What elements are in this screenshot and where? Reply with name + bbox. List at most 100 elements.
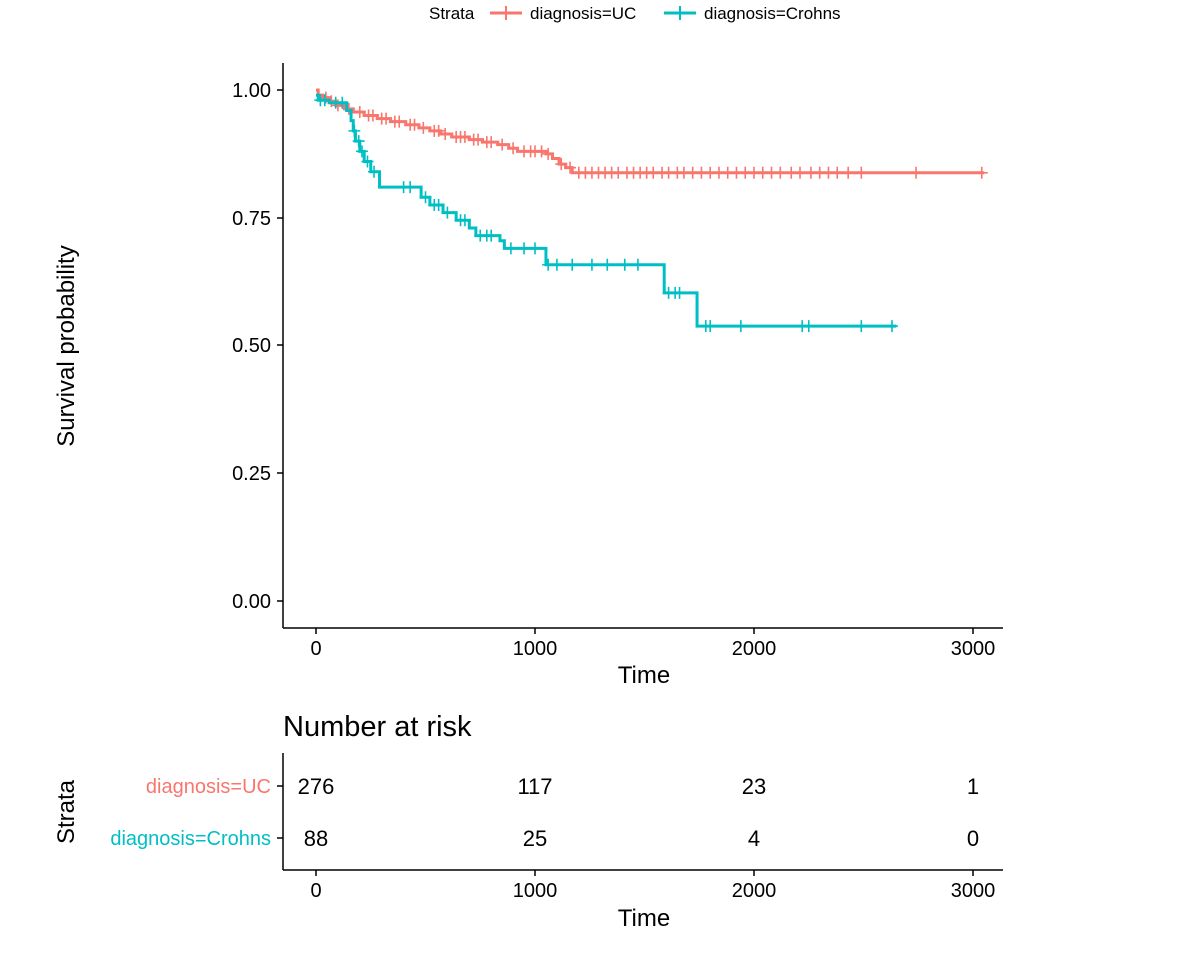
risk-counts-uc: 276 117 23 1 [298, 774, 979, 799]
censor-mark-crohns [504, 242, 517, 255]
risk-row-label-uc: diagnosis=UC [146, 776, 271, 798]
risk-x-tick-label: 1000 [513, 880, 558, 902]
risk-x-axis-title: Time [618, 905, 670, 932]
risk-count: 23 [742, 774, 766, 799]
risk-strata-title: Strata [53, 779, 80, 844]
censor-mark-uc [380, 112, 393, 125]
risk-x-tick-label: 3000 [951, 880, 996, 902]
x-tick-label: 3000 [951, 638, 996, 660]
y-axis-title: Survival probability [53, 245, 80, 446]
censor-mark-crohns [673, 286, 686, 299]
censor-mark-crohns [419, 191, 432, 204]
censor-mark-uc [353, 105, 366, 118]
risk-count: 88 [304, 826, 328, 851]
legend: Strata diagnosis=UC diagnosis=Crohns [429, 4, 841, 23]
censor-mark-crohns [529, 242, 541, 255]
legend-key-crohns [664, 6, 696, 20]
censor-mark-crohns [458, 214, 471, 227]
censor-mark-crohns [355, 145, 368, 158]
censor-mark-uc [555, 158, 568, 171]
censor-mark-crohns [802, 320, 815, 333]
y-tick-label: 0.50 [232, 335, 271, 357]
censor-mark-crohns [734, 320, 747, 333]
y-ticks [277, 89, 283, 602]
x-tick-label: 0 [310, 638, 321, 660]
legend-title: Strata [429, 4, 475, 23]
legend-label-uc: diagnosis=UC [530, 4, 636, 23]
censor-mark-uc [975, 166, 988, 179]
survival-curve-uc [316, 88, 984, 175]
censor-mark-uc [417, 121, 430, 134]
x-tick-label: 2000 [732, 638, 777, 660]
censor-mark-uc [831, 166, 844, 179]
censor-mark-uc [366, 109, 379, 122]
censor-mark-crohns [361, 155, 374, 168]
y-tick-label: 0.75 [232, 208, 271, 230]
risk-count: 0 [967, 826, 979, 851]
censor-mark-crohns [855, 320, 868, 333]
censor-mark-uc [496, 138, 509, 151]
censor-mark-uc [458, 131, 471, 144]
risk-row-label-crohns: diagnosis=Crohns [110, 828, 271, 850]
risk-table: Number at risk diagnosis=UC diagnosis=Cr… [53, 711, 1003, 932]
censor-mark-crohns [518, 242, 531, 255]
censor-mark-crohns [585, 258, 598, 271]
y-tick-label: 1.00 [232, 80, 271, 102]
censor-mark-uc [393, 115, 406, 128]
censor-mark-uc [439, 127, 452, 140]
censor-mark-uc [408, 118, 421, 131]
censor-mark-crohns [348, 124, 361, 137]
censor-mark-crohns [704, 320, 717, 333]
risk-counts-crohns: 88 25 4 0 [304, 826, 979, 851]
x-tick-label: 1000 [513, 638, 558, 660]
censor-mark-uc [855, 166, 868, 179]
censor-mark-uc [507, 142, 520, 155]
risk-count: 4 [748, 826, 760, 851]
censor-mark-uc [342, 102, 355, 115]
censor-mark-uc [542, 147, 555, 160]
censor-mark-crohns [368, 165, 381, 178]
survival-curve-crohns [316, 93, 897, 328]
main-plot: 0.00 0.25 0.50 0.75 1.00 0 1000 2000 300… [53, 63, 1003, 689]
y-tick-label: 0.25 [232, 463, 271, 485]
censor-mark-crohns [432, 198, 445, 211]
censor-mark-uc [485, 136, 498, 149]
censor-mark-crohns [885, 320, 898, 333]
x-ticks [315, 628, 974, 634]
risk-count: 276 [298, 774, 335, 799]
legend-key-uc [490, 6, 522, 20]
censor-mark-crohns [441, 206, 454, 219]
risk-count: 117 [517, 774, 552, 799]
censor-mark-crohns [631, 258, 644, 271]
x-tick-labels: 0 1000 2000 3000 [310, 638, 995, 660]
censor-mark-uc [842, 166, 855, 179]
censor-mark-crohns [550, 258, 563, 271]
x-axis-title: Time [618, 662, 670, 689]
censor-mark-uc [774, 166, 787, 179]
censor-mark-crohns [318, 94, 331, 107]
risk-x-tick-label: 2000 [732, 880, 777, 902]
censor-mark-crohns [566, 258, 579, 271]
risk-x-tick-labels: 0 1000 2000 3000 [310, 880, 995, 902]
censor-mark-uc [472, 133, 485, 146]
risk-x-ticks [315, 870, 974, 876]
censor-mark-uc [535, 145, 548, 158]
censor-mark-uc [793, 166, 806, 179]
y-tick-labels: 0.00 0.25 0.50 0.75 1.00 [232, 80, 271, 613]
censor-mark-crohns [404, 181, 417, 194]
y-tick-label: 0.00 [232, 591, 271, 613]
risk-count: 25 [523, 826, 547, 851]
censor-mark-crohns [336, 96, 349, 109]
censor-mark-crohns [601, 258, 614, 271]
censor-mark-uc [910, 166, 923, 179]
censor-mark-crohns [618, 258, 631, 271]
censor-mark-crohns [352, 135, 365, 148]
risk-count: 1 [967, 774, 979, 799]
censor-mark-crohns [485, 229, 498, 242]
censor-mark-uc [564, 161, 577, 174]
censor-mark-uc [432, 124, 445, 137]
risk-table-title: Number at risk [283, 711, 472, 743]
legend-label-crohns: diagnosis=Crohns [704, 4, 841, 23]
survival-curves [314, 88, 988, 333]
